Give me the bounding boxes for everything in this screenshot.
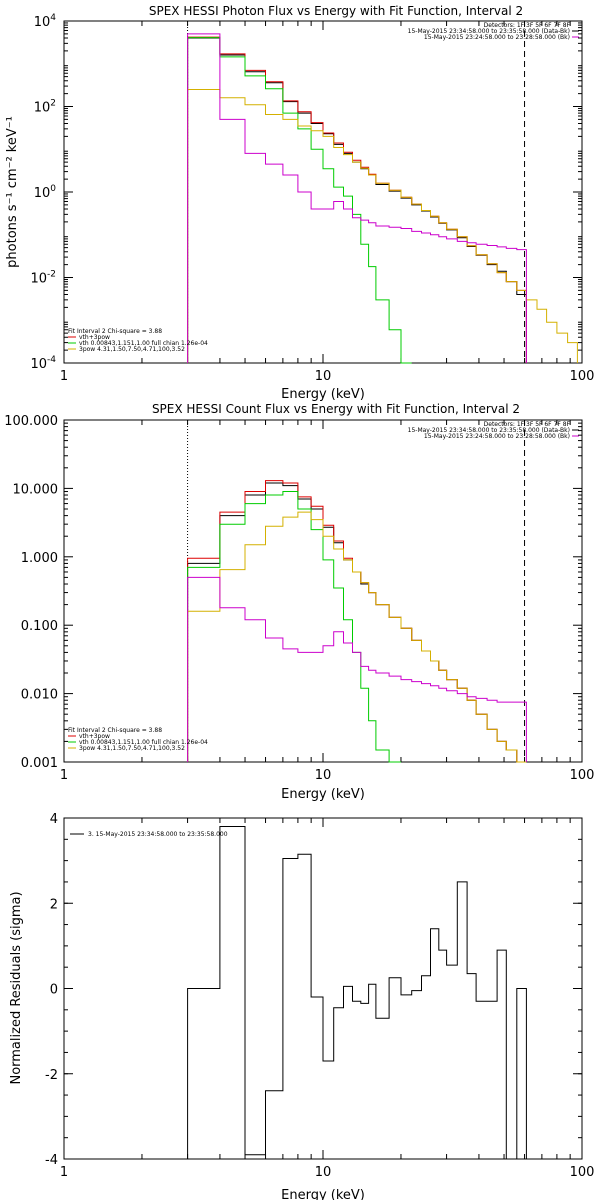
photon-x-tick-label: 1 [60, 369, 68, 384]
photon-y-tick-base: 10 [30, 357, 47, 372]
photon-series-3pow [187, 89, 578, 363]
photon-y-axis-label: photons s⁻¹ cm⁻² keV⁻¹ [5, 116, 20, 268]
count-y-tick-label: 0.010 [21, 688, 58, 703]
count-y-tick-label: 10.000 [13, 482, 59, 497]
residuals-x-ticks: 1 10 100 [60, 818, 595, 1180]
residuals-y-tick-label: -2 [45, 1068, 58, 1083]
residuals-plot-frame [63, 817, 583, 1160]
residuals-y-ticks: -4 -2 0 2 4 [45, 812, 582, 1168]
photon-series-total [187, 36, 527, 363]
count-legend-top-line: 15-May-2015 23:34:58.000 to 23:35:58.000… [408, 427, 570, 434]
photon-y-tick-exp: 2 [50, 99, 56, 109]
count-legend-bottom-line: Fit Interval 2 Chi-square = 3.88 [68, 727, 162, 734]
count-series-total [187, 480, 527, 763]
count-legend-bottom: Fit Interval 2 Chi-square = 3.88vth+3pow… [68, 727, 208, 752]
photon-legend-top-line: 15-May-2015 23:24:58.000 to 23:28:58.000… [424, 34, 570, 41]
count-y-tick-label: 0.001 [21, 756, 58, 771]
count-x-tick-label: 1 [60, 768, 68, 783]
photon-y-tick-base: 10 [34, 186, 51, 201]
photon-y-tick-label: 102 [34, 99, 56, 116]
residuals-y-axis-label: Normalized Residuals (sigma) [9, 891, 24, 1084]
count-series-data [187, 482, 527, 763]
photon-series-data [187, 37, 527, 363]
residuals-series-residuals [187, 826, 527, 1160]
residuals-x-tick-label: 1 [60, 1165, 68, 1180]
photon-legend-top-line: 15-May-2015 23:34:58.000 to 23:35:58.000… [408, 28, 570, 35]
count-vlines [187, 420, 526, 762]
photon-y-tick-base: 10 [34, 101, 51, 116]
count-series-vth [187, 491, 401, 763]
count-x-tick-label: 100 [570, 768, 595, 783]
residuals-y-tick-label: -4 [45, 1153, 58, 1168]
photon-legend-bottom-line: Fit Interval 2 Chi-square = 3.88 [68, 328, 162, 335]
photon-legend-bottom-line: vth+3pow [79, 334, 110, 341]
photon-y-tick-exp: -4 [47, 355, 56, 365]
photon-y-tick-base: 10 [30, 272, 47, 287]
count-y-tick-label: 100.000 [4, 414, 58, 429]
count-y-ticks: 0.001 0.010 0.100 1.000 10.000 100.000 [4, 414, 582, 771]
residuals-x-tick-label: 10 [315, 1165, 332, 1180]
residuals-panel: Energy (keV) Normalized Residuals (sigma… [9, 812, 594, 1200]
photon-x-tick-label: 100 [570, 369, 595, 384]
residuals-y-tick-label: 0 [50, 983, 58, 998]
residuals-y-tick-label: 4 [50, 812, 58, 827]
residuals-y-tick-label: 2 [50, 897, 58, 912]
count-legend-bottom-line: 3pow 4.31,1.50,7.50,4.71,100,3.52 [79, 745, 185, 752]
residuals-x-axis-label: Energy (keV) [281, 1188, 365, 1200]
photon-vlines [187, 21, 526, 363]
photon-chart-title: SPEX HESSI Photon Flux vs Energy with Fi… [149, 4, 523, 18]
count-x-ticks: 1 10 100 [60, 420, 595, 783]
photon-flux-panel: SPEX HESSI Photon Flux vs Energy with Fi… [5, 4, 594, 402]
photon-y-tick-exp: 4 [50, 13, 56, 23]
count-y-tick-label: 0.100 [21, 619, 58, 634]
count-y-tick-label: 1.000 [21, 551, 58, 566]
count-plot-frame [63, 419, 583, 763]
photon-series-vth [187, 37, 412, 364]
photon-legend-bottom-line: 3pow 4.31,1.50,7.50,4.71,100,3.52 [79, 346, 185, 353]
photon-x-tick-label: 10 [315, 369, 332, 384]
photon-y-tick-exp: -2 [47, 270, 56, 280]
photon-legend-bottom-line: vth 0.00843,1.151,1.00 full chian 1.26e-… [79, 340, 208, 347]
residuals-series [187, 826, 527, 1160]
photon-y-tick-exp: 0 [50, 184, 56, 194]
photon-plot-frame [63, 20, 583, 364]
count-series-3pow [187, 511, 527, 763]
photon-legend-bottom: Fit Interval 2 Chi-square = 3.88vth+3pow… [68, 328, 208, 353]
count-chart-title: SPEX HESSI Count Flux vs Energy with Fit… [152, 402, 520, 416]
photon-y-tick-label: 10-2 [30, 270, 56, 287]
photon-y-tick-label: 10-4 [30, 355, 56, 372]
count-series-background [187, 576, 527, 762]
count-x-axis-label: Energy (keV) [281, 787, 365, 802]
count-legend-top-line: Detectors: 1F 3F 5F 6F 7F 8F [484, 421, 571, 428]
photon-y-tick-label: 100 [34, 184, 57, 201]
photon-y-tick-base: 10 [34, 15, 51, 30]
residuals-x-tick-label: 100 [570, 1165, 595, 1180]
photon-series-background [187, 33, 527, 363]
count-legend-bottom-line: vth+3pow [79, 733, 110, 740]
photon-legend-top: Detectors: 1F 3F 5F 6F 7F 8F15-May-2015 … [408, 22, 579, 41]
count-flux-panel: SPEX HESSI Count Flux vs Energy with Fit… [4, 402, 594, 802]
residuals-legend-label: 3. 15-May-2015 23:34:58.000 to 23:35:58.… [88, 831, 228, 838]
count-series [187, 480, 527, 763]
photon-y-tick-label: 104 [34, 13, 57, 30]
count-legend-top-line: 15-May-2015 23:24:58.000 to 23:28:58.000… [424, 433, 570, 440]
photon-series [187, 33, 578, 364]
count-legend-top: Detectors: 1F 3F 5F 6F 7F 8F15-May-2015 … [408, 421, 579, 440]
count-x-tick-label: 10 [315, 768, 332, 783]
count-legend-bottom-line: vth 0.00843,1.151,1.00 full chian 1.26e-… [79, 739, 208, 746]
photon-legend-top-line: Detectors: 1F 3F 5F 6F 7F 8F [484, 22, 571, 29]
photon-x-axis-label: Energy (keV) [281, 387, 365, 402]
